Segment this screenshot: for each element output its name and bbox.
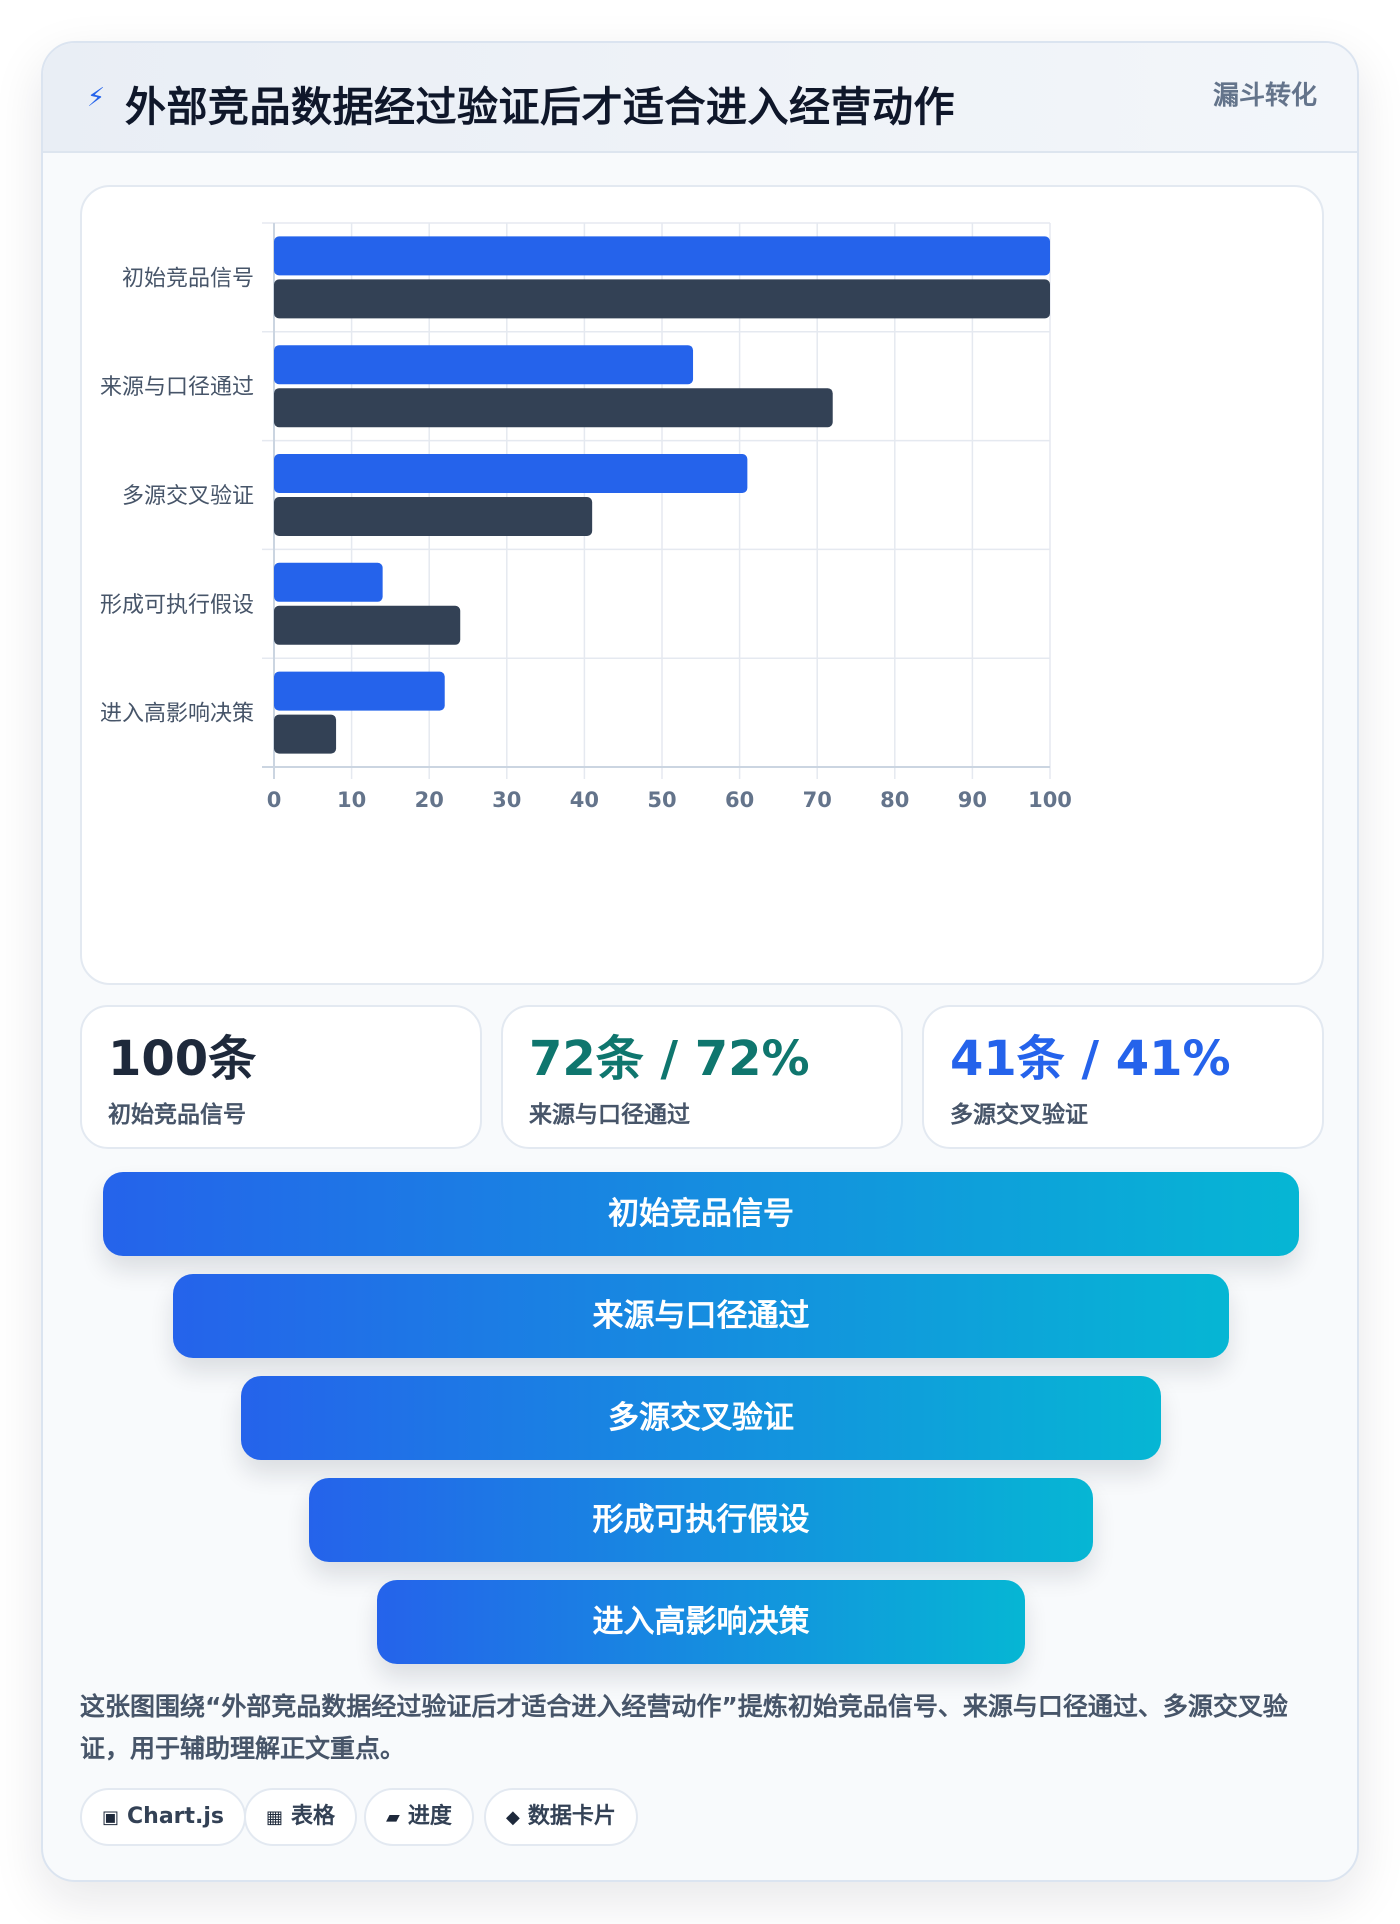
stat-label: 初始竞品信号	[108, 1102, 246, 1128]
x-tick-label: 80	[880, 788, 909, 812]
chip-label: 表格	[291, 1804, 336, 1829]
stat-value: 72条 / 72%	[529, 1031, 810, 1087]
chip-label: 进度	[407, 1804, 452, 1829]
bar-series2-2	[274, 388, 833, 428]
bar-series2-3	[274, 497, 593, 536]
y-tick-label: 来源与口径通过	[100, 375, 254, 400]
chip-label: Chart.js	[127, 1804, 225, 1829]
x-tick-label: 40	[570, 788, 599, 812]
bar-series1-3	[274, 454, 748, 493]
bar-series2-1	[274, 279, 1050, 319]
stat-card-source-pass: 72条 / 72% 来源与口径通过	[501, 1005, 903, 1149]
funnel: 初始竞品信号 来源与口径通过 多源交叉验证 形成可执行假设 进入高影响决策	[43, 1172, 1357, 1672]
lightning-icon: ⚡︎	[86, 83, 106, 113]
page-title: 外部竞品数据经过验证后才适合进入经营动作	[125, 83, 955, 131]
chart-icon: ▣	[102, 1807, 120, 1828]
x-tick-label: 100	[1028, 788, 1072, 812]
y-tick-label: 多源交叉验证	[122, 484, 254, 509]
stat-value: 100条	[108, 1031, 257, 1087]
stat-label: 多源交叉验证	[950, 1102, 1088, 1128]
card-header: ⚡︎ 外部竞品数据经过验证后才适合进入经营动作 漏斗转化	[43, 43, 1357, 153]
x-tick-label: 70	[803, 788, 832, 812]
x-tick-label: 20	[415, 788, 444, 812]
funnel-stage-5: 进入高影响决策	[377, 1580, 1025, 1664]
chart-type-tag: 漏斗转化	[1212, 81, 1317, 111]
x-tick-label: 90	[958, 788, 987, 812]
stat-card-cross-validation: 41条 / 41% 多源交叉验证	[922, 1005, 1324, 1149]
chip-progress: ▰ 进度	[364, 1788, 474, 1846]
bar-series1-5	[274, 671, 445, 711]
stat-label: 来源与口径通过	[529, 1102, 690, 1128]
y-tick-label: 初始竞品信号	[122, 266, 254, 291]
table-icon: ▦	[266, 1807, 284, 1828]
funnel-stage-2: 来源与口径通过	[173, 1274, 1229, 1358]
infographic-card: ⚡︎ 外部竞品数据经过验证后才适合进入经营动作 漏斗转化 初始竞品信号 来源与口径…	[41, 41, 1359, 1882]
x-tick-label: 10	[337, 788, 366, 812]
x-tick-label: 60	[725, 788, 754, 812]
chip-chartjs: ▣ Chart.js	[80, 1788, 247, 1846]
y-tick-label: 进入高影响决策	[100, 702, 254, 727]
x-tick-label: 0	[267, 788, 282, 812]
y-tick-label: 形成可执行假设	[100, 593, 254, 618]
summary-text: 这张图围绕“外部竞品数据经过验证后才适合进入经营动作”提炼初始竞品信号、来源与口…	[80, 1692, 1288, 1763]
data-card-icon: ◆	[506, 1807, 520, 1828]
bar-series2-5	[274, 714, 337, 754]
funnel-stage-4: 形成可执行假设	[309, 1478, 1093, 1562]
x-tick-label: 30	[492, 788, 521, 812]
progress-icon: ▰	[386, 1807, 400, 1828]
bar-series1-2	[274, 345, 694, 385]
bar-series1-1	[274, 236, 1050, 276]
funnel-stage-1: 初始竞品信号	[103, 1172, 1299, 1256]
chip-data-card: ◆ 数据卡片	[484, 1788, 638, 1846]
bar-series1-4	[274, 562, 383, 602]
stat-card-initial: 100条 初始竞品信号	[80, 1005, 482, 1149]
stat-value: 41条 / 41%	[950, 1031, 1231, 1087]
x-tick-label: 50	[647, 788, 676, 812]
funnel-stage-3: 多源交叉验证	[241, 1376, 1161, 1460]
bar-chart-panel: 初始竞品信号来源与口径通过多源交叉验证形成可执行假设 进入高影响决策 0 10 20 30…	[80, 185, 1324, 985]
stat-cards: 100条 初始竞品信号 72条 / 72% 来源与口径通过 41条 / 41% …	[80, 1005, 1324, 1149]
chip-label: 数据卡片	[527, 1804, 616, 1829]
bar-series2-4	[274, 605, 461, 645]
chip-table: ▦ 表格	[244, 1788, 358, 1846]
